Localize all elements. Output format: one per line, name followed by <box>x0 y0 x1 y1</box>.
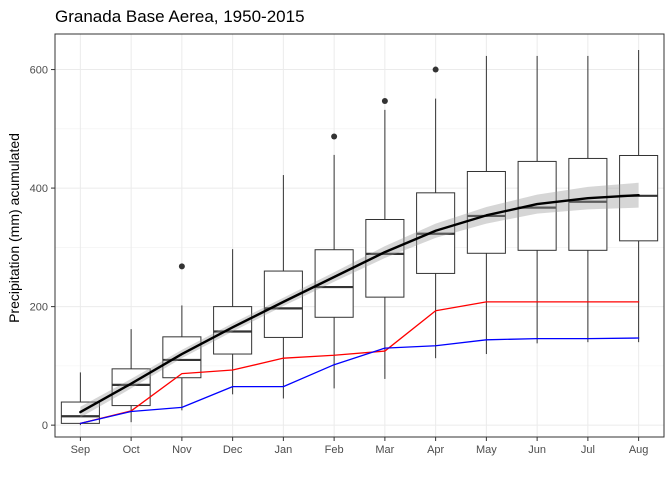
box <box>213 306 253 355</box>
smooth-confidence-band <box>80 182 639 418</box>
outlier-point <box>331 133 338 140</box>
box <box>568 157 608 251</box>
outlier-point <box>381 97 388 104</box>
plot-panel: 0 200 400 600 Sep Oct Nov Dec Jan Feb Mar Apr May Jun… <box>30 33 665 456</box>
series-line <box>79 301 640 425</box>
y-tick-label: 600 <box>30 65 48 77</box>
chart-title: Granada Base Aerea, 1950-2015 <box>55 7 305 26</box>
y-tick-label: 200 <box>30 302 48 314</box>
outlier-point <box>178 263 185 270</box>
x-tick-label: Dec <box>223 444 243 456</box>
outlier-point <box>432 66 439 73</box>
x-tick-label: Jan <box>275 444 293 456</box>
x-tick-label: Nov <box>172 444 192 456</box>
box <box>263 270 303 338</box>
panel-border <box>54 33 665 438</box>
box <box>162 336 202 379</box>
y-tick-label: 0 <box>42 420 48 432</box>
box <box>619 154 659 242</box>
y-tick-label: 400 <box>30 183 48 195</box>
x-tick-label: Apr <box>427 444 444 456</box>
x-tick-label: May <box>476 444 497 456</box>
x-tick-label: Jun <box>528 444 546 456</box>
x-tick-label: Feb <box>325 444 344 456</box>
smooth-trend-line <box>79 193 640 414</box>
y-axis-title: Precipitation (mm) acumulated <box>6 133 22 323</box>
x-tick-label: Aug <box>629 444 649 456</box>
x-tick-label: Mar <box>375 444 394 456</box>
x-tick-label: Oct <box>123 444 140 456</box>
x-tick-label: Sep <box>71 444 91 456</box>
series-line <box>79 337 640 425</box>
x-tick-label: Jul <box>581 444 595 456</box>
